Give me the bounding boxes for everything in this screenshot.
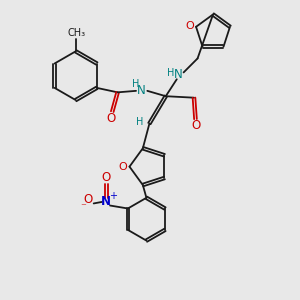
Text: N: N [174, 68, 183, 81]
Text: N: N [101, 196, 111, 208]
Text: +: + [109, 191, 117, 201]
Text: H: H [132, 79, 140, 89]
Text: O: O [192, 119, 201, 132]
Text: ⁻: ⁻ [80, 202, 86, 212]
Text: O: O [118, 162, 127, 172]
Text: O: O [84, 193, 93, 206]
Text: H: H [136, 117, 144, 127]
Text: O: O [102, 171, 111, 184]
Text: CH₃: CH₃ [67, 28, 86, 38]
Text: O: O [106, 112, 116, 125]
Text: N: N [137, 84, 146, 98]
Text: H: H [167, 68, 175, 78]
Text: O: O [185, 21, 194, 31]
